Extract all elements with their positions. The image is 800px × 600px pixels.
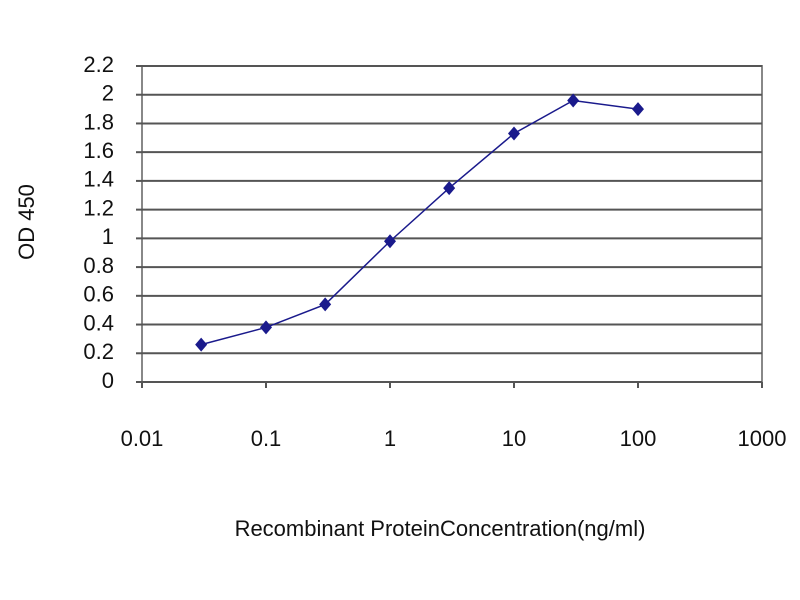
point [195, 337, 208, 352]
plot-area [141, 65, 763, 383]
y-tick-label: 1.4 [83, 167, 114, 192]
x-tick-label: 0.1 [251, 426, 282, 451]
y-tick-label: 0.4 [83, 310, 114, 335]
point [567, 93, 580, 108]
point [508, 126, 520, 141]
y-tick-label: 1.8 [83, 109, 114, 134]
y-tick-label: 1.2 [83, 195, 114, 220]
x-tick-label: 10 [502, 426, 526, 451]
y-axis-title: OD 450 [14, 184, 39, 260]
x-axis-title: Recombinant ProteinConcentration(ng/ml) [235, 516, 646, 541]
x-tick-label: 1000 [738, 426, 787, 451]
y-tick-label: 0.6 [83, 282, 114, 307]
y-tick-label: 1.6 [83, 138, 114, 163]
x-tick-label: 1 [384, 426, 396, 451]
point [443, 181, 456, 196]
y-tick-label: 2 [102, 81, 114, 106]
line [200, 99, 639, 346]
y-tick-label: 0 [102, 368, 114, 393]
y-tick-label: 0.8 [83, 253, 114, 278]
point [319, 297, 332, 312]
point [384, 234, 396, 249]
x-tick-label: 0.01 [121, 426, 164, 451]
y-tick-label: 2.2 [83, 52, 114, 77]
y-tick-label: 0.2 [83, 339, 114, 364]
point [260, 320, 272, 335]
point [632, 102, 644, 117]
x-tick-label: 100 [620, 426, 657, 451]
y-tick-label: 1 [102, 224, 114, 249]
